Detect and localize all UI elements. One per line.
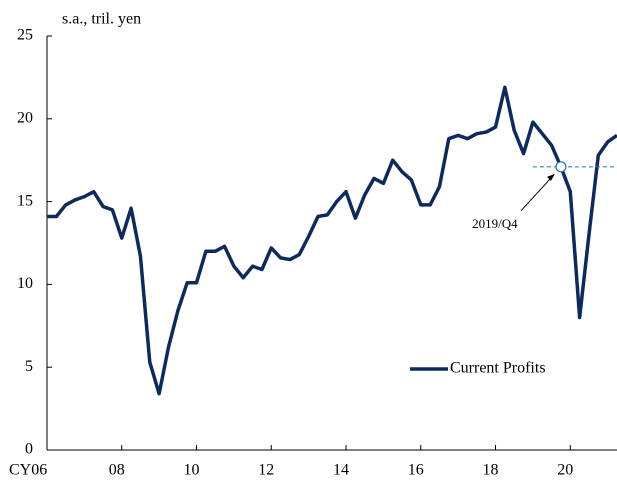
y-tick-label: 25 — [17, 27, 33, 44]
y-tick-label: 15 — [17, 192, 33, 209]
x-tick-label: 08 — [109, 462, 125, 479]
x-tick-label: 14 — [333, 462, 349, 479]
x-tick-label: 20 — [557, 462, 573, 479]
x-tick-label: 16 — [408, 462, 424, 479]
legend-label: Current Profits — [450, 360, 546, 377]
x-tick-label: 12 — [258, 462, 274, 479]
annotation-point — [555, 161, 567, 173]
x-tick-label: CY06 — [9, 462, 47, 479]
y-tick-label: 10 — [17, 275, 33, 292]
y-axis-label: s.a., tril. yen — [62, 11, 141, 28]
x-tick-label: 18 — [483, 462, 499, 479]
y-tick-label: 0 — [25, 441, 33, 458]
y-tick-label: 20 — [17, 109, 33, 126]
annotation-arrowhead — [546, 173, 555, 181]
annotation-arrow — [520, 174, 555, 212]
x-tick-label: 10 — [184, 462, 200, 479]
y-tick-label: 5 — [25, 358, 33, 375]
annotation-text: 2019/Q4 — [472, 216, 518, 231]
data-line — [47, 85, 617, 396]
